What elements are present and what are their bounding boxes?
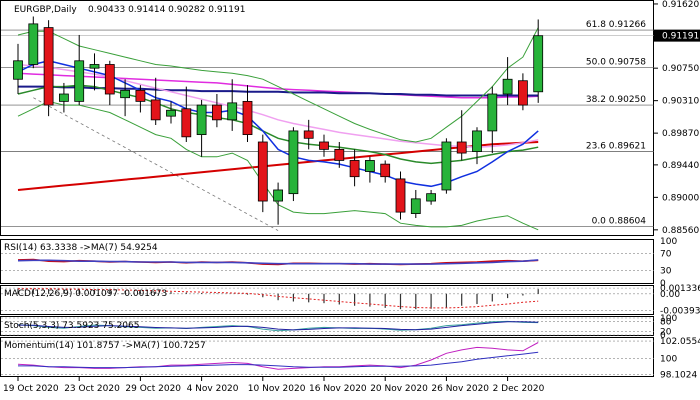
ma-line-2 xyxy=(18,85,539,97)
candle-body xyxy=(487,93,498,132)
indicator-tick-label: 0.001336 xyxy=(660,284,700,294)
symbol-label: EURGBP,Daily xyxy=(14,5,77,15)
candle-body xyxy=(518,80,528,106)
candle-body xyxy=(89,64,100,69)
date-tick-label: 23 Oct 2020 xyxy=(64,384,120,394)
candle-body xyxy=(74,60,85,102)
candle-body xyxy=(135,89,146,102)
ma-line-0 xyxy=(17,141,539,191)
stoch-label: Stoch(5,3,3) 73.5923 75.2065 xyxy=(4,321,139,331)
candle-body xyxy=(28,23,39,65)
date-tick-label: 19 Oct 2020 xyxy=(3,384,59,394)
date-tick-label: 10 Nov 2020 xyxy=(248,384,306,394)
fib-level-label: 61.8 0.91266 xyxy=(586,20,646,30)
candle-body xyxy=(410,198,421,214)
date-tick-label: 16 Nov 2020 xyxy=(309,384,367,394)
candle-body xyxy=(472,130,482,152)
candle-body xyxy=(13,60,23,80)
candle-body xyxy=(426,193,437,202)
candle-body xyxy=(288,130,299,195)
rsi-panel-frame xyxy=(0,239,654,284)
candle-body xyxy=(456,141,467,154)
indicator-tick-label: 0.00 xyxy=(660,290,680,300)
candle-body xyxy=(349,160,360,178)
stoch-panel-frame xyxy=(0,316,654,336)
indicator-series-line xyxy=(17,342,539,370)
price-tick-label: 0.91620 xyxy=(662,0,699,10)
rsi-label: RSI(14) 63.3338 ->MA(7) 54.9254 xyxy=(4,243,158,253)
indicator-tick-label: 102.0554 xyxy=(660,337,700,347)
price-tick-label: 0.89870 xyxy=(662,129,699,139)
candle-body xyxy=(227,102,238,121)
indicator-tick-label: -0.003933 xyxy=(660,307,700,317)
indicator-tick-label: 98.1024 xyxy=(660,370,697,380)
fib-level-label: 0.0 0.88604 xyxy=(592,217,647,227)
date-tick-label: 26 Nov 2020 xyxy=(431,384,489,394)
indicator-tick-label: 100 xyxy=(660,354,677,364)
indicator-series-line xyxy=(18,351,539,369)
momentum-label: Momentum(14) 101.8757 ->MA(7) 100.7257 xyxy=(4,341,206,351)
candle-body xyxy=(257,141,268,202)
price-tick-label: 0.89000 xyxy=(662,193,699,203)
fib-level-label: 50.0 0.90758 xyxy=(586,58,646,68)
indicator-tick-label: 20 xyxy=(660,328,672,338)
ma-line-6 xyxy=(17,27,539,143)
fib-level-label: 23.6 0.89621 xyxy=(586,142,646,152)
trendline-dashed xyxy=(33,97,279,231)
ma-line-1 xyxy=(17,72,539,99)
indicator-tick-label: 80 xyxy=(660,317,672,327)
candle-body xyxy=(380,163,391,178)
candle-body xyxy=(364,160,375,172)
date-tick-label: 4 Nov 2020 xyxy=(187,384,239,394)
macd-label: MACD(12,26,9) 0.001097 -0.001673 xyxy=(4,289,167,299)
indicator-tick-label: 30 xyxy=(660,266,672,276)
ohlc-readout: 0.90433 0.91414 0.90282 0.91191 xyxy=(88,5,245,15)
candle-body xyxy=(502,78,513,95)
indicator-tick-label: 100 xyxy=(660,237,677,247)
candle-body xyxy=(150,99,161,121)
indicator-tick-label: 100 xyxy=(660,314,677,324)
candle-body xyxy=(166,109,176,117)
ma-line-5 xyxy=(17,60,539,188)
candle-body xyxy=(395,178,406,213)
candle-body xyxy=(104,64,115,95)
candle-body xyxy=(196,104,207,136)
last-price-label: 0.91191 xyxy=(662,32,699,42)
candle-body xyxy=(441,141,452,191)
last-price-box xyxy=(654,29,700,42)
candle-body xyxy=(211,104,222,121)
candle-body xyxy=(120,89,130,99)
price-tick-label: 0.90310 xyxy=(662,97,699,107)
indicator-tick-label: 0 xyxy=(660,331,666,341)
indicator-series-line xyxy=(17,259,539,265)
indicator-tick-label: 70 xyxy=(660,250,672,260)
price-tick-label: 0.88560 xyxy=(662,226,699,236)
candle-body xyxy=(303,130,314,139)
candle-body xyxy=(43,27,54,106)
candle-body xyxy=(273,189,284,202)
date-tick-label: 29 Oct 2020 xyxy=(125,384,181,394)
candle-body xyxy=(334,148,345,161)
indicator-tick-label: 0 xyxy=(660,279,666,289)
ma-line-4 xyxy=(17,84,539,165)
macd-panel-frame xyxy=(0,285,654,315)
price-tick-label: 0.89440 xyxy=(662,161,699,171)
date-tick-label: 2 Dec 2020 xyxy=(493,384,545,394)
candle-body xyxy=(181,108,192,138)
momentum-panel-frame xyxy=(0,337,654,377)
main-panel-frame xyxy=(0,0,654,236)
date-tick-label: 20 Nov 2020 xyxy=(370,384,428,394)
indicator-series-line xyxy=(17,321,539,331)
macd-signal-line xyxy=(18,288,539,309)
candle-body xyxy=(533,35,544,93)
ma-line-3 xyxy=(17,63,539,148)
fib-level-label: 38.2 0.90250 xyxy=(586,95,646,105)
candle-body xyxy=(319,141,329,150)
candle-body xyxy=(242,100,253,136)
candle-body xyxy=(59,93,69,102)
price-tick-label: 0.90750 xyxy=(662,64,699,74)
